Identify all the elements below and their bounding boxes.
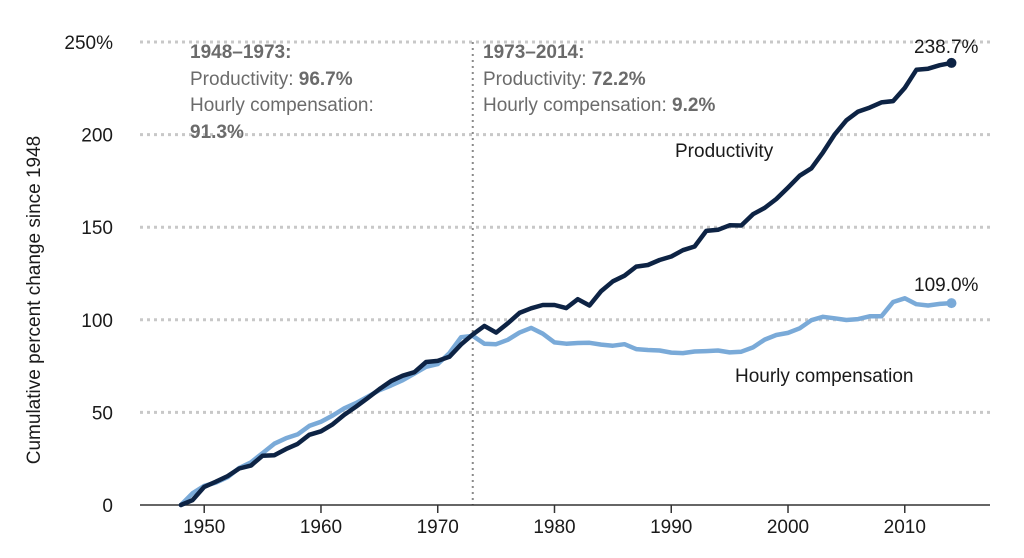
x-tick-label: 2000: [767, 517, 809, 538]
annotation-left-title: 1948–1973:: [190, 42, 291, 63]
end-label-hourly-compensation: 109.0%: [914, 275, 979, 296]
annotation-1948-1973: 1948–1973: Productivity: 96.7% Hourly co…: [190, 42, 374, 143]
annotation-left-compensation-label: Hourly compensation:: [190, 95, 374, 116]
annotation-right-title: 1973–2014:: [483, 42, 584, 63]
y-tick-label: 0: [102, 496, 113, 517]
axes: 1950 1960 1970 1980 1990 2000 2010 0 50 100 150 200…: [64, 33, 990, 538]
y-tick-label: 150: [81, 218, 113, 239]
y-tick-label: 50: [92, 403, 113, 424]
y-tick-label: 200: [81, 126, 113, 147]
x-tick-label: 1970: [417, 517, 459, 538]
x-tick-label: 1980: [533, 517, 575, 538]
y-axis-label: Cumulative percent change since 1948: [24, 136, 45, 464]
series-line-hourly-compensation: [178, 296, 954, 508]
end-label-productivity: 238.7%: [914, 37, 979, 58]
x-tick-label: 1990: [650, 517, 692, 538]
series-line-productivity: [178, 60, 954, 508]
annotation-right-compensation: Hourly compensation: 9.2%: [483, 95, 715, 116]
x-tick-label: 1950: [183, 517, 225, 538]
annotation-right-compensation-label: Hourly compensation:: [483, 95, 672, 116]
x-tick-label: 2010: [884, 517, 926, 538]
y-tick-label: 250%: [64, 33, 113, 54]
annotation-right-productivity: Productivity: 72.2%: [483, 69, 646, 90]
series-lines: [178, 57, 957, 508]
annotation-right-productivity-label: Productivity:: [483, 69, 592, 90]
series-label-productivity: Productivity: [675, 141, 774, 162]
end-point-productivity: [946, 57, 957, 68]
annotation-left-productivity: Productivity: 96.7%: [190, 69, 353, 90]
annotation-left-productivity-value: 96.7%: [299, 69, 353, 90]
annotation-left-productivity-label: Productivity:: [190, 69, 299, 90]
x-tick-label: 1960: [300, 517, 342, 538]
series-label-hourly-compensation: Hourly compensation: [735, 366, 913, 387]
annotation-left-compensation-value: 91.3%: [190, 122, 244, 143]
y-tick-label: 100: [81, 311, 113, 332]
annotation-right-compensation-value: 9.2%: [672, 95, 715, 116]
annotation-1973-2014: 1973–2014: Productivity: 72.2% Hourly co…: [483, 42, 715, 116]
annotation-right-productivity-value: 72.2%: [592, 69, 646, 90]
end-point-hourly-compensation: [946, 298, 957, 309]
